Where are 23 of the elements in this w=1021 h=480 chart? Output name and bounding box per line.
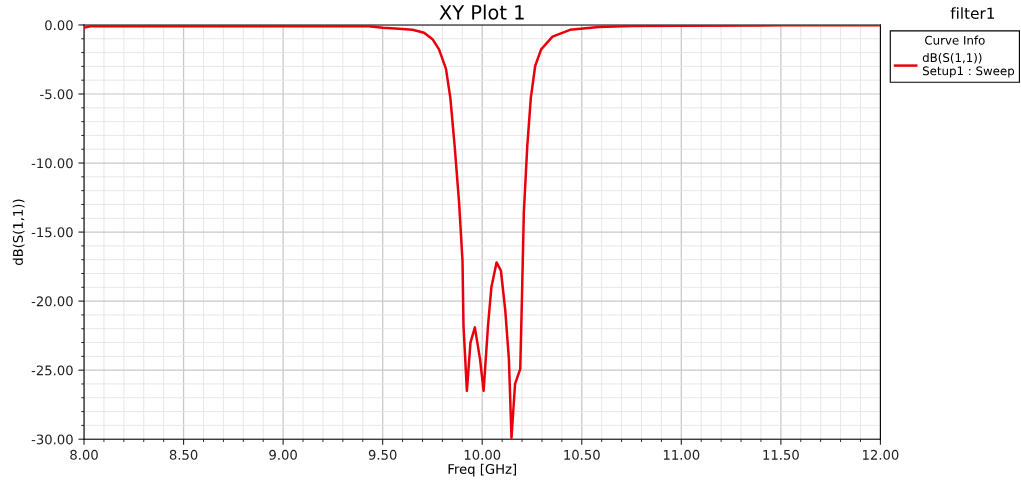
x-tick-label: 10.50 [564, 449, 600, 460]
y-tick-label: 0.00 [45, 20, 73, 31]
x-tick-label: 9.50 [368, 449, 397, 460]
x-tick-label: 9.00 [269, 449, 297, 460]
legend-title: Curve Info [925, 35, 985, 45]
x-tick-label: 8.50 [169, 449, 198, 460]
y-axis-title: dB(S(1,1)) [12, 199, 25, 266]
x-tick-label: 12.00 [862, 449, 899, 460]
x-axis-title: Freq [GHz] [448, 463, 516, 477]
line-series [84, 24, 881, 440]
legend-label: dB(S(1,1)) Setup1 : Sweep [922, 52, 1015, 78]
y-tick-label: -5.00 [40, 89, 73, 100]
y-tick-label: -10.00 [31, 158, 73, 169]
y-tick-label: -25.00 [31, 365, 73, 376]
chart-title: XY Plot 1 [439, 4, 524, 20]
x-tick-label: 11.50 [763, 449, 799, 460]
y-tick-label: -30.00 [31, 434, 73, 445]
x-tick-label: 8.00 [70, 449, 98, 460]
y-tick-label: -20.00 [31, 296, 73, 307]
y-tick-label: -15.00 [31, 227, 73, 238]
text: filter1 [950, 7, 995, 20]
x-tick-label: 10.00 [464, 449, 501, 460]
x-tick-label: 11.00 [663, 449, 700, 460]
